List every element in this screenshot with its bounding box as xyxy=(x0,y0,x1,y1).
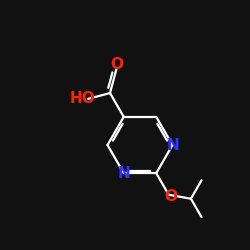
Text: N: N xyxy=(118,166,130,181)
Text: N: N xyxy=(166,138,179,152)
Text: O: O xyxy=(110,57,123,72)
Text: HO: HO xyxy=(70,91,96,106)
Text: O: O xyxy=(164,189,177,204)
